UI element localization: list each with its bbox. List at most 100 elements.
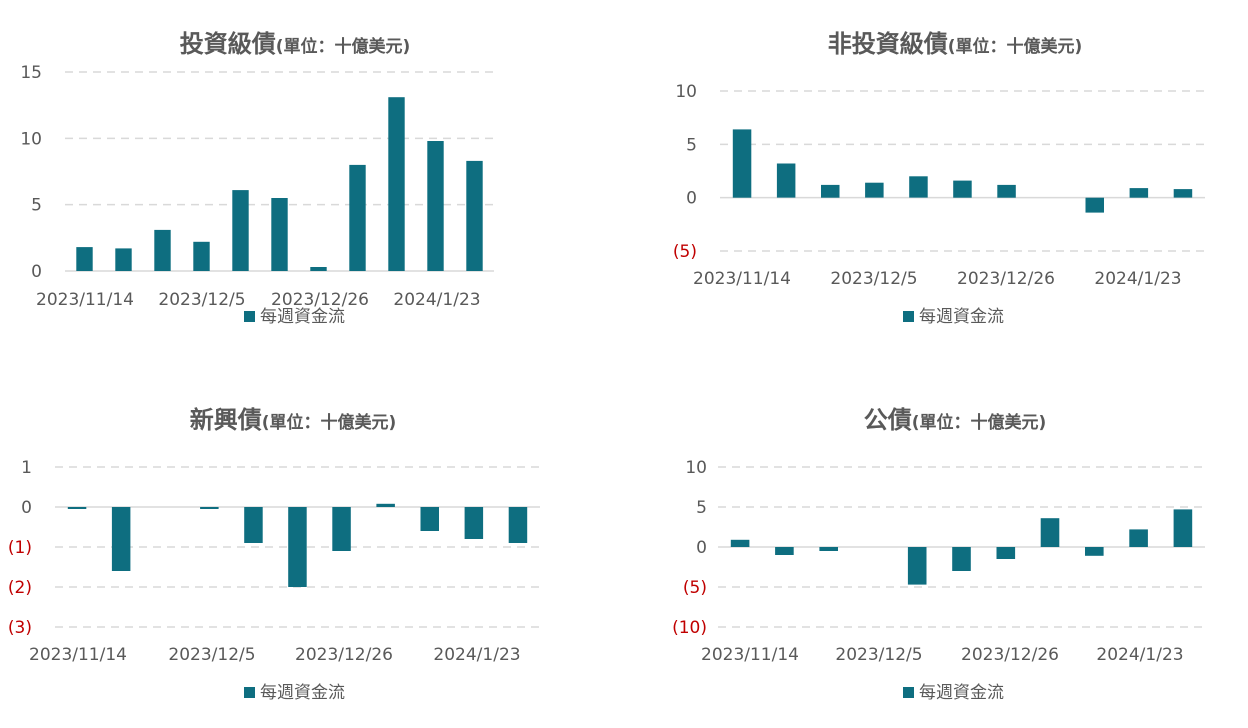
bar: [67, 507, 87, 509]
legend-swatch: [903, 687, 914, 698]
bar: [1129, 188, 1149, 198]
y-tick-label: 1: [21, 458, 32, 478]
bar: [819, 547, 838, 551]
chart-title: 投資級債(單位：十億美元): [180, 30, 411, 58]
legend-label: 每週資金流: [919, 683, 1004, 703]
x-tick-label: 2023/11/14: [701, 645, 799, 665]
bar: [154, 229, 171, 271]
bar: [1129, 529, 1148, 547]
bar: [1173, 509, 1193, 547]
y-tick-label: (2): [8, 578, 32, 598]
bar: [508, 507, 528, 543]
chart-3: 公債(單位：十億美元) (10) (5) 0 5 10 2023/11/14 2023/12/…: [672, 406, 1205, 703]
bar: [271, 198, 288, 271]
y-tick-label: 0: [21, 498, 32, 518]
chart-title-main: 公債: [864, 406, 912, 434]
x-tick-label: 2023/11/14: [36, 290, 134, 310]
bar: [111, 507, 131, 571]
bar: [200, 507, 219, 509]
bar: [775, 547, 794, 555]
bar: [376, 503, 395, 507]
bar: [1085, 197, 1104, 213]
x-tick-label: 2023/11/14: [29, 645, 127, 665]
bar: [466, 160, 483, 271]
bar: [288, 507, 307, 587]
x-tick-label: 2023/12/5: [835, 645, 922, 665]
bar: [420, 507, 439, 531]
bar: [865, 182, 884, 198]
bar: [776, 163, 796, 198]
y-tick-label: 10: [20, 129, 42, 149]
legend-swatch: [244, 311, 255, 322]
bar: [232, 190, 249, 271]
y-tick-label: 0: [696, 538, 707, 558]
legend-label: 每週資金流: [919, 307, 1004, 327]
chart-title: 公債(單位：十億美元): [864, 406, 1047, 434]
legend-swatch: [244, 687, 255, 698]
bar: [732, 129, 752, 198]
bar: [349, 164, 366, 271]
bar: [907, 547, 927, 585]
bar: [115, 248, 132, 271]
bar: [76, 247, 93, 271]
x-tick-label: 2024/1/23: [1094, 269, 1181, 289]
chart-title: 非投資級債(單位：十億美元): [828, 30, 1083, 58]
y-tick-label: 5: [686, 135, 697, 155]
bar: [953, 180, 972, 198]
bar: [821, 184, 840, 198]
x-tick-label: 2023/12/26: [271, 290, 369, 310]
x-tick-label: 2023/12/26: [961, 645, 1059, 665]
chart-title-unit: (單位：十億美元): [912, 412, 1047, 433]
y-tick-label: 10: [675, 82, 697, 102]
y-tick-label: (5): [673, 242, 697, 262]
chart-title-unit: (單位：十億美元): [948, 36, 1083, 57]
chart-title-main: 投資級債: [180, 30, 276, 58]
chart-title-unit: (單位：十億美元): [276, 36, 411, 57]
x-tick-label: 2023/12/26: [295, 645, 393, 665]
x-tick-label: 2024/1/23: [1096, 645, 1183, 665]
x-tick-label: 2023/11/14: [693, 269, 791, 289]
bar: [996, 547, 1016, 559]
chart-title-main: 非投資級債: [828, 30, 948, 58]
y-tick-label: (10): [672, 618, 707, 638]
y-tick-label: 5: [31, 196, 42, 216]
chart-title-main: 新興債: [190, 406, 262, 434]
y-tick-label: (1): [8, 538, 32, 558]
bar: [310, 267, 327, 271]
bar: [388, 97, 405, 271]
bar: [997, 184, 1016, 198]
chart-1: 非投資級債(單位：十億美元) (5) 0 5 10 2023/11/14 2023/12/5…: [673, 30, 1205, 327]
bar: [427, 141, 444, 271]
bar: [244, 507, 263, 543]
y-tick-label: 10: [685, 458, 707, 478]
x-tick-label: 2024/1/23: [393, 290, 480, 310]
bar: [1173, 189, 1193, 198]
y-tick-label: 0: [31, 262, 42, 282]
chart-2: 新興債(單位：十億美元) (3) (2) (1) 0 1 2023/11/14 2023/12…: [8, 406, 540, 703]
bar: [464, 507, 484, 539]
bar: [730, 539, 750, 547]
x-tick-label: 2023/12/5: [830, 269, 917, 289]
y-tick-label: 5: [696, 498, 707, 518]
chart-title-unit: (單位：十億美元): [262, 412, 397, 433]
bar: [332, 507, 351, 551]
bar: [909, 176, 928, 198]
legend-label: 每週資金流: [260, 307, 345, 327]
chart-0: 投資級債(單位：十億美元) 0 5 10 15 2023/11/14 2023/12/5 20…: [20, 30, 494, 327]
x-tick-label: 2023/12/5: [158, 290, 245, 310]
x-tick-label: 2023/12/26: [957, 269, 1055, 289]
bar: [952, 547, 971, 571]
bar: [1085, 547, 1104, 556]
y-tick-label: (3): [8, 618, 32, 638]
y-tick-label: 0: [686, 189, 697, 209]
chart-title: 新興債(單位：十億美元): [190, 406, 397, 434]
legend-swatch: [903, 311, 914, 322]
bar: [193, 241, 210, 271]
legend-label: 每週資金流: [260, 683, 345, 703]
x-tick-label: 2024/1/23: [433, 645, 520, 665]
y-tick-label: 15: [20, 63, 42, 83]
x-tick-label: 2023/12/5: [168, 645, 255, 665]
bar: [1040, 518, 1060, 547]
y-tick-label: (5): [683, 578, 707, 598]
